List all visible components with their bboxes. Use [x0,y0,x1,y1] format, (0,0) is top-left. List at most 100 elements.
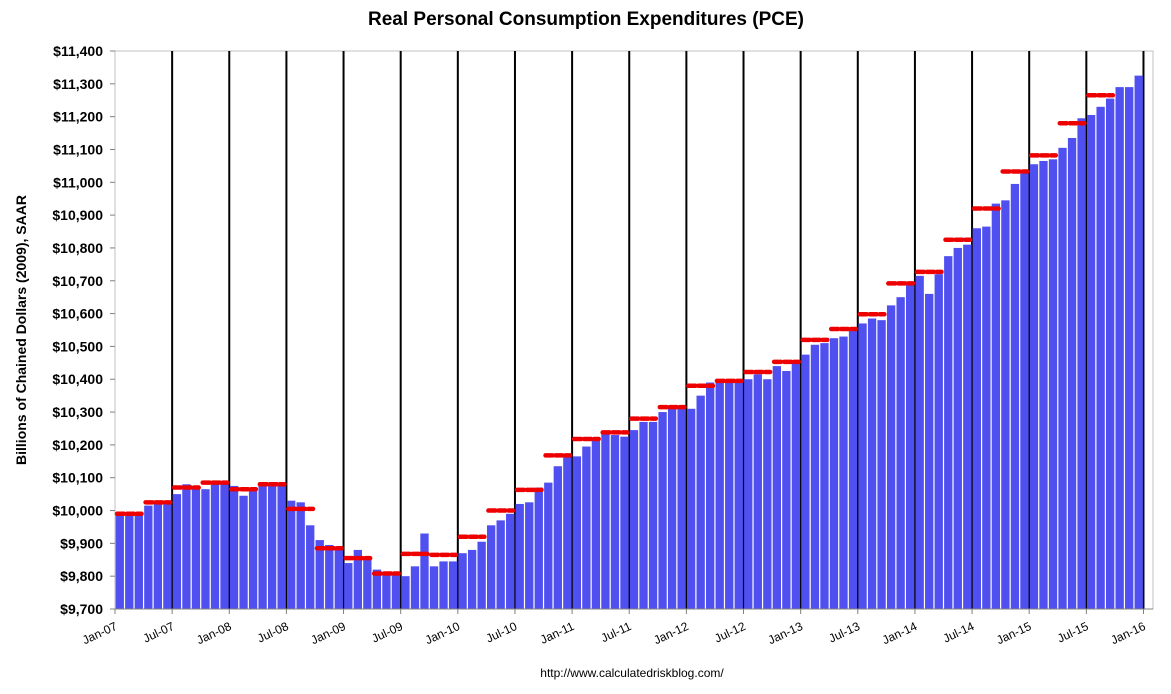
monthly-bar [801,354,810,609]
monthly-bar [239,495,248,609]
monthly-bar [839,336,848,609]
y-tick-label: $11,100 [53,141,103,157]
y-axis-label: Billions of Chained Dollars (2009), SAAR [13,195,29,465]
monthly-bar [458,553,467,609]
monthly-bar [306,525,315,609]
y-tick-label: $10,100 [52,470,103,486]
monthly-bar [296,502,305,609]
monthly-bar [229,485,239,609]
monthly-bar [629,430,639,609]
monthly-bar [753,374,762,609]
monthly-bar [287,500,296,609]
monthly-bar [915,275,924,609]
monthly-bar [267,484,277,609]
x-tick-label: Jul-14 [941,619,977,646]
monthly-bar [201,489,210,609]
monthly-bar [525,502,534,609]
monthly-bar [1125,87,1134,609]
monthly-bar [934,274,943,609]
x-tick-label: Jul-10 [484,619,520,646]
monthly-bar [258,484,267,609]
x-tick-label: Jul-08 [255,619,291,646]
monthly-bar [601,431,610,609]
monthly-bar [1067,137,1077,609]
x-tick-label: Jan-10 [423,619,462,647]
monthly-bar [1020,172,1029,609]
monthly-bar [401,576,410,609]
source-url: http://www.calculatedriskblog.com/ [540,666,724,680]
x-tick-label: Jan-12 [651,619,690,647]
monthly-bar [1029,164,1039,609]
monthly-bar [506,513,515,609]
monthly-bar [439,561,448,609]
monthly-bar [867,318,877,609]
monthly-bar [925,293,934,609]
monthly-bar [963,244,972,610]
monthly-bar [115,515,124,609]
y-tick-label: $11,400 [53,43,103,59]
monthly-bar [448,561,458,609]
monthly-bar [829,338,839,609]
y-tick-label: $10,600 [52,306,103,322]
monthly-bar [677,408,686,609]
monthly-bar [972,228,981,609]
monthly-bar [648,421,658,609]
y-tick-label: $10,400 [52,371,103,387]
monthly-bar [334,548,343,609]
monthly-bar [363,558,372,609]
monthly-bar [1048,159,1058,610]
monthly-bar [1010,183,1020,609]
monthly-bar [1115,87,1124,609]
x-tick-label: Jan-14 [880,619,919,647]
monthly-bar [391,574,401,609]
monthly-bar [639,421,648,609]
monthly-bar [191,485,201,609]
monthly-bar [344,563,353,609]
monthly-bar [1096,106,1105,610]
x-tick-label: Jan-13 [766,619,805,647]
monthly-bar [534,487,543,609]
monthly-bar [848,328,858,609]
monthly-bar [544,482,553,609]
monthly-bar [772,366,782,609]
y-tick-label: $10,300 [52,404,103,420]
monthly-bar [582,446,591,609]
x-tick-label: Jan-08 [194,619,233,647]
monthly-bar [515,503,524,609]
monthly-bar [144,505,153,609]
monthly-bar [706,382,715,609]
monthly-bar [486,525,496,609]
y-tick-label: $9,700 [60,601,103,617]
y-tick-label: $11,300 [53,76,103,92]
monthly-bar [1001,200,1010,610]
monthly-bar [1039,160,1048,610]
x-tick-label: Jan-15 [994,619,1033,647]
monthly-bar [667,405,677,609]
monthly-bar [620,436,629,609]
monthly-bar [715,380,724,609]
monthly-bar [610,435,620,609]
x-tick-label: Jul-13 [827,619,863,646]
plot-area: $9,700 $9,800 $9,900 $10,000 $10,100 $10,200 $… [52,43,1154,647]
monthly-bar [563,456,572,609]
monthly-bar [763,379,772,609]
monthly-bar [429,566,439,609]
monthly-bar [163,502,172,609]
monthly-bar [553,466,562,609]
monthly-bar [906,282,915,609]
monthly-bar [420,533,429,609]
monthly-bar [658,412,667,609]
y-tick-label: $10,200 [52,437,103,453]
monthly-bar [382,574,391,609]
monthly-bar [591,439,601,609]
monthly-bar [496,520,505,609]
x-tick-label: Jan-11 [538,619,577,647]
y-tick-label: $11,000 [53,174,103,190]
monthly-bar [477,541,486,609]
monthly-bar [696,395,705,609]
y-tick-label: $9,900 [60,535,103,551]
monthly-bar [410,566,420,609]
monthly-bar [782,371,791,609]
monthly-bar [248,490,258,609]
monthly-bar [572,456,582,609]
